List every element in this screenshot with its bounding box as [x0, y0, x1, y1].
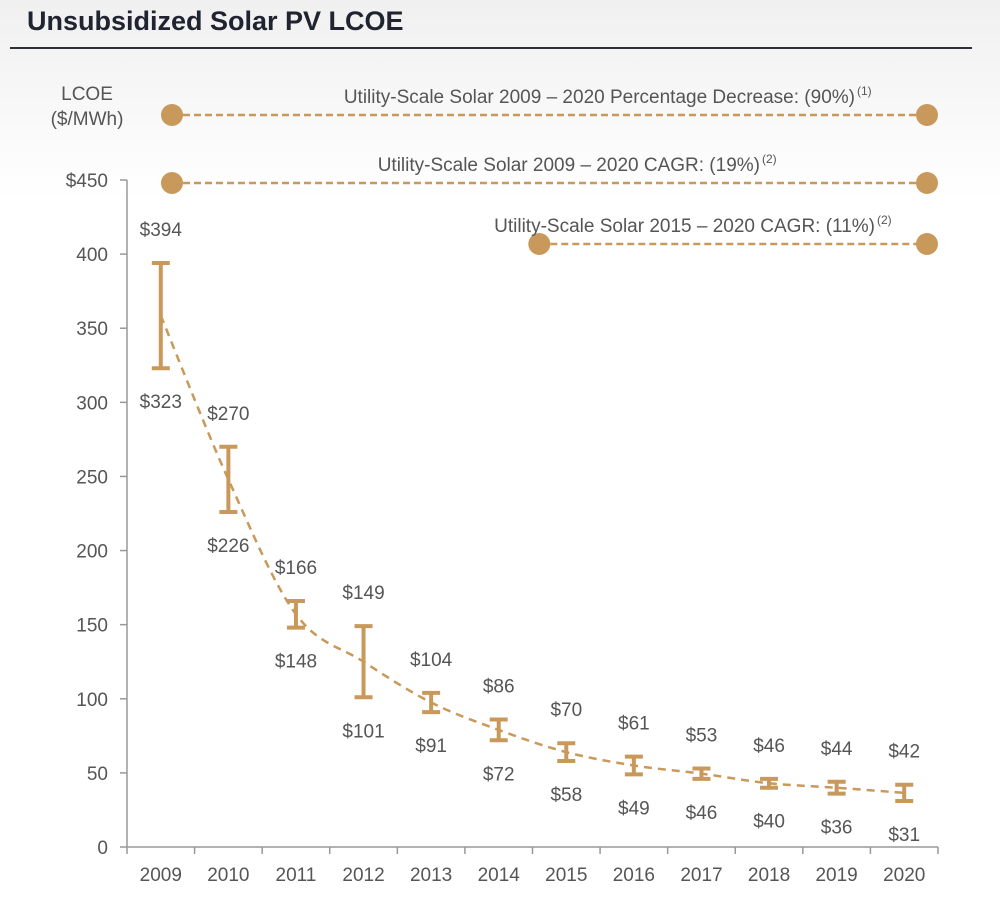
y-axis-label: LCOE [61, 84, 113, 105]
y-tick-label: 200 [76, 542, 108, 563]
high-label-2016: $61 [618, 714, 650, 735]
high-label-2013: $104 [410, 650, 453, 671]
annotation-text: Utility-Scale Solar 2015 – 2020 CAGR: (1… [494, 216, 875, 237]
annotation-text: Utility-Scale Solar 2009 – 2020 Percenta… [344, 87, 855, 108]
annotation-end-dot [916, 104, 938, 126]
low-label-2014: $72 [483, 764, 515, 785]
high-label-2017: $53 [686, 725, 718, 746]
page-title: Unsubsidized Solar PV LCOE [27, 6, 404, 36]
high-label-2014: $86 [483, 677, 515, 698]
high-label-2015: $70 [550, 700, 582, 721]
y-tick-label: 100 [76, 690, 108, 711]
annotation-text: Utility-Scale Solar 2009 – 2020 CAGR: (1… [378, 155, 760, 176]
x-tick-label: 2014 [478, 865, 521, 886]
low-label-2012: $101 [342, 721, 384, 742]
y-tick-label: 400 [76, 245, 108, 266]
annotation-footnote: (1) [857, 84, 872, 98]
x-tick-label: 2015 [545, 865, 587, 886]
y-tick-label: 350 [76, 319, 108, 340]
annotation-footnote: (2) [877, 213, 892, 227]
high-label-2019: $44 [821, 739, 853, 760]
high-label-2020: $42 [888, 742, 920, 763]
low-label-2018: $40 [753, 812, 785, 833]
x-tick-label: 2019 [815, 865, 857, 886]
low-label-2011: $148 [275, 652, 317, 673]
low-label-2009: $323 [140, 392, 182, 413]
x-tick-label: 2009 [140, 865, 182, 886]
annotation-start-dot [528, 233, 551, 255]
high-label-2009: $394 [140, 220, 183, 241]
high-label-2011: $166 [275, 558, 317, 579]
annotation-end-dot [916, 233, 938, 255]
low-label-2017: $46 [686, 803, 718, 824]
low-label-2013: $91 [415, 736, 447, 757]
annotation-end-dot [916, 172, 938, 194]
high-label-2012: $149 [342, 583, 384, 604]
y-axis-unit: ($/MWh) [51, 109, 124, 130]
x-tick-label: 2010 [207, 865, 249, 886]
high-label-2018: $46 [753, 736, 785, 757]
x-tick-label: 2018 [748, 865, 790, 886]
x-tick-label: 2012 [342, 865, 384, 886]
x-tick-label: 2011 [276, 865, 317, 886]
annotation-footnote: (2) [762, 152, 777, 166]
x-tick-label: 2013 [410, 865, 452, 886]
y-tick-label: 250 [76, 467, 108, 488]
title-divider [10, 47, 972, 49]
low-label-2020: $31 [888, 825, 920, 846]
y-tick-label: $450 [66, 171, 108, 192]
annotation-start-dot [161, 104, 183, 126]
y-tick-label: 50 [87, 764, 108, 785]
y-tick-label: 300 [76, 393, 108, 414]
y-tick-label: 150 [76, 616, 108, 637]
low-label-2015: $58 [550, 785, 582, 806]
x-tick-label: 2017 [680, 865, 722, 886]
annotation-start-dot [161, 172, 183, 194]
high-label-2010: $270 [207, 404, 249, 425]
low-label-2019: $36 [821, 818, 853, 839]
trend-line [159, 315, 905, 795]
x-tick-label: 2016 [613, 865, 655, 886]
low-label-2016: $49 [618, 798, 650, 819]
x-tick-label: 2020 [883, 865, 925, 886]
low-label-2010: $226 [207, 536, 249, 557]
y-tick-label: 0 [97, 838, 108, 859]
